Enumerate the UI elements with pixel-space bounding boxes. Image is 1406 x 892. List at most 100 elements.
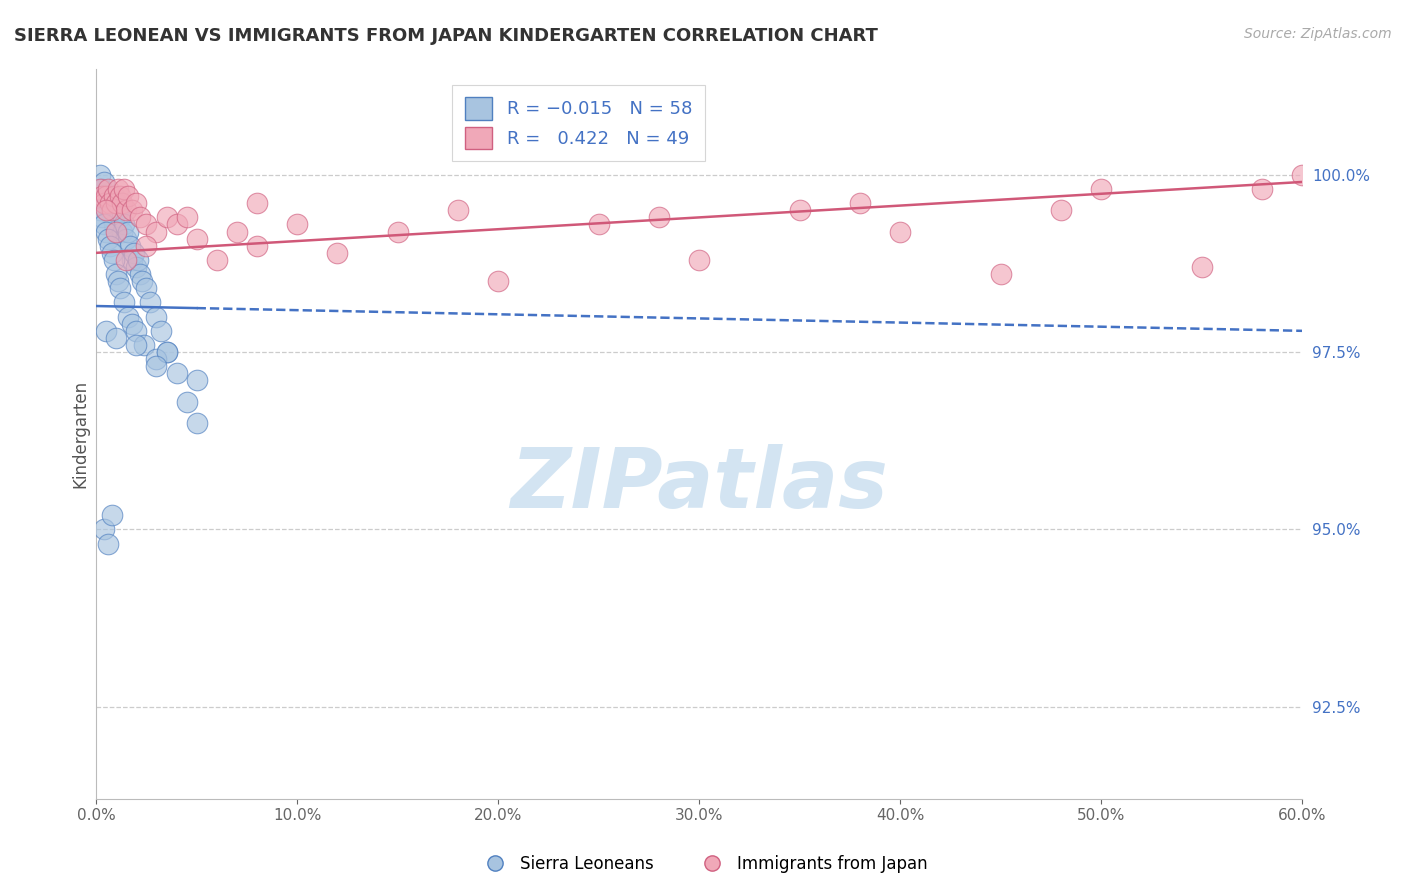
Point bbox=[93, 196, 115, 211]
Point bbox=[107, 203, 129, 218]
Point bbox=[145, 359, 167, 374]
Point bbox=[186, 374, 208, 388]
Point bbox=[648, 211, 671, 225]
Point bbox=[101, 508, 124, 523]
Point bbox=[93, 218, 115, 232]
Point bbox=[89, 168, 111, 182]
Text: SIERRA LEONEAN VS IMMIGRANTS FROM JAPAN KINDERGARTEN CORRELATION CHART: SIERRA LEONEAN VS IMMIGRANTS FROM JAPAN … bbox=[14, 27, 877, 45]
Point bbox=[1251, 182, 1274, 196]
Point bbox=[101, 211, 124, 225]
Point bbox=[111, 196, 134, 211]
Y-axis label: Kindergarten: Kindergarten bbox=[72, 380, 89, 488]
Point bbox=[117, 310, 139, 324]
Point bbox=[103, 252, 125, 267]
Point bbox=[135, 218, 157, 232]
Point bbox=[990, 267, 1012, 281]
Point bbox=[849, 196, 872, 211]
Point bbox=[127, 252, 149, 267]
Point bbox=[125, 260, 148, 274]
Point bbox=[89, 182, 111, 196]
Point bbox=[186, 416, 208, 430]
Point bbox=[124, 245, 146, 260]
Point bbox=[96, 324, 118, 338]
Point bbox=[889, 225, 911, 239]
Point bbox=[115, 252, 138, 267]
Point bbox=[103, 218, 125, 232]
Point bbox=[155, 345, 177, 359]
Point bbox=[129, 267, 152, 281]
Point bbox=[166, 218, 188, 232]
Point bbox=[105, 267, 128, 281]
Point bbox=[588, 218, 610, 232]
Point bbox=[1291, 168, 1313, 182]
Point bbox=[145, 352, 167, 367]
Point bbox=[105, 225, 128, 239]
Point bbox=[121, 203, 143, 218]
Point bbox=[115, 232, 138, 246]
Point bbox=[91, 211, 114, 225]
Point bbox=[176, 394, 198, 409]
Point bbox=[125, 338, 148, 352]
Point bbox=[115, 203, 138, 218]
Point bbox=[149, 324, 172, 338]
Point bbox=[1090, 182, 1112, 196]
Point bbox=[97, 196, 120, 211]
Point bbox=[96, 189, 118, 203]
Point bbox=[135, 239, 157, 253]
Point bbox=[1191, 260, 1213, 274]
Point bbox=[101, 245, 124, 260]
Point bbox=[145, 310, 167, 324]
Point bbox=[176, 211, 198, 225]
Point bbox=[134, 338, 156, 352]
Point bbox=[110, 189, 132, 203]
Point bbox=[91, 182, 114, 196]
Point bbox=[789, 203, 811, 218]
Point bbox=[486, 274, 509, 288]
Point bbox=[120, 239, 142, 253]
Point bbox=[110, 281, 132, 295]
Point bbox=[97, 536, 120, 550]
Legend: R = −0.015   N = 58, R =   0.422   N = 49: R = −0.015 N = 58, R = 0.422 N = 49 bbox=[453, 85, 704, 161]
Point bbox=[166, 367, 188, 381]
Point bbox=[98, 196, 121, 211]
Point bbox=[139, 295, 162, 310]
Point bbox=[112, 218, 135, 232]
Point bbox=[155, 211, 177, 225]
Point bbox=[447, 203, 470, 218]
Point bbox=[96, 225, 118, 239]
Point bbox=[121, 317, 143, 331]
Point bbox=[93, 175, 115, 189]
Point bbox=[103, 189, 125, 203]
Text: Source: ZipAtlas.com: Source: ZipAtlas.com bbox=[1244, 27, 1392, 41]
Point bbox=[96, 189, 118, 203]
Point bbox=[285, 218, 308, 232]
Point bbox=[125, 324, 148, 338]
Point bbox=[129, 211, 152, 225]
Point bbox=[117, 225, 139, 239]
Point bbox=[105, 225, 128, 239]
Point bbox=[105, 196, 128, 211]
Point bbox=[387, 225, 409, 239]
Point bbox=[105, 196, 128, 211]
Point bbox=[135, 281, 157, 295]
Point bbox=[117, 189, 139, 203]
Point bbox=[131, 274, 153, 288]
Point bbox=[145, 225, 167, 239]
Point bbox=[326, 245, 349, 260]
Point bbox=[97, 182, 120, 196]
Point bbox=[112, 182, 135, 196]
Point bbox=[155, 345, 177, 359]
Point bbox=[107, 182, 129, 196]
Point bbox=[121, 252, 143, 267]
Point bbox=[246, 196, 269, 211]
Point bbox=[98, 203, 121, 218]
Point bbox=[96, 203, 118, 218]
Point bbox=[111, 225, 134, 239]
Point bbox=[98, 239, 121, 253]
Point bbox=[205, 252, 228, 267]
Point bbox=[91, 189, 114, 203]
Point bbox=[89, 203, 111, 218]
Point bbox=[93, 522, 115, 536]
Point bbox=[186, 232, 208, 246]
Point bbox=[97, 232, 120, 246]
